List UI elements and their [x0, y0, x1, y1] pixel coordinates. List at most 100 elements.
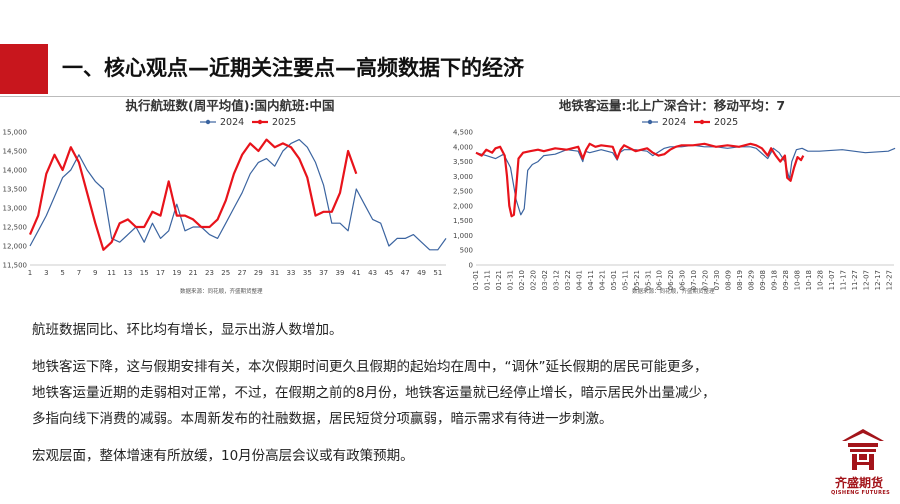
- legend-label-2025: 2025: [714, 117, 738, 128]
- x-tick-label: 31: [270, 269, 279, 277]
- series-line-2025: [475, 142, 805, 218]
- y-tick-label: 3,000: [453, 173, 473, 181]
- x-tick-label: 08-29: [748, 270, 756, 290]
- x-tick-label: 12-27: [885, 270, 893, 290]
- x-tick-label: 45: [384, 269, 393, 277]
- x-tick-label: 08-09: [725, 270, 733, 290]
- series-line-2024: [475, 144, 896, 216]
- x-tick-label: 07-30: [713, 270, 721, 290]
- x-tick-label: 03-22: [564, 270, 572, 290]
- x-tick-label: 05-01: [610, 270, 618, 290]
- x-tick-label: 07-20: [702, 270, 710, 290]
- x-tick-label: 11-17: [839, 270, 847, 290]
- x-tick-label: 29: [254, 269, 263, 277]
- x-tick-label: 09-08: [759, 270, 767, 290]
- y-tick-label: 13,000: [3, 205, 28, 213]
- x-tick-label: 7: [77, 269, 81, 277]
- legend-marker-2024: [205, 119, 211, 125]
- x-tick-label: 04-21: [598, 270, 606, 290]
- x-tick-label: 08-19: [736, 270, 744, 290]
- x-tick-label: 9: [93, 269, 97, 277]
- x-tick-label: 09-18: [771, 270, 779, 290]
- x-tick-label: 13: [123, 269, 132, 277]
- y-tick-label: 1,500: [453, 217, 473, 225]
- x-tick-label: 47: [401, 269, 410, 277]
- series-line-2025: [28, 138, 358, 251]
- x-tick-label: 35: [303, 269, 312, 277]
- x-tick-label: 25: [221, 269, 230, 277]
- x-tick-label: 11-07: [828, 270, 836, 290]
- y-tick-label: 15,000: [3, 129, 28, 137]
- legend-marker-2025: [257, 119, 263, 125]
- x-tick-label: 11: [107, 269, 116, 277]
- x-tick-label: 06-20: [667, 270, 675, 290]
- x-tick-label: 33: [287, 269, 296, 277]
- x-tick-label: 02-10: [518, 270, 526, 290]
- x-tick-label: 12-07: [862, 270, 870, 290]
- x-tick-label: 02-20: [529, 270, 537, 290]
- x-tick-label: 3: [44, 269, 48, 277]
- y-tick-label: 500: [460, 247, 473, 255]
- x-tick-label: 39: [335, 269, 344, 277]
- title-accent-bar: [0, 44, 48, 94]
- x-tick-label: 19: [172, 269, 181, 277]
- x-tick-label: 23: [205, 269, 214, 277]
- company-logo-icon: [842, 429, 884, 470]
- slide-title: 一、核心观点—近期关注要点—高频数据下的经济: [62, 56, 524, 80]
- x-tick-label: 43: [368, 269, 377, 277]
- x-tick-label: 37: [319, 269, 328, 277]
- x-tick-label: 01-31: [506, 270, 514, 290]
- x-tick-label: 12-17: [874, 270, 882, 290]
- x-tick-label: 09-28: [782, 270, 790, 290]
- y-tick-label: 0: [469, 262, 473, 270]
- x-tick-label: 41: [352, 269, 361, 277]
- company-logo-subtitle: QISHENG FUTURES: [831, 490, 891, 496]
- legend-label-2024: 2024: [220, 117, 244, 128]
- paragraph-metro-2: 地铁客运量近期的走弱相对正常，不过，在假期之前的8月份，地铁客运量就已经停止增长…: [32, 385, 716, 401]
- legend-marker-2024: [647, 119, 653, 125]
- x-tick-label: 27: [238, 269, 247, 277]
- flights-chart: 执行航班数(周平均值):国内航班:中国 2024 2025 11,500 12,000 1…: [3, 98, 447, 295]
- x-tick-label: 17: [156, 269, 165, 277]
- y-tick-label: 14,500: [3, 148, 28, 156]
- y-tick-label: 4,500: [453, 129, 473, 137]
- x-tick-label: 06-10: [656, 270, 664, 290]
- x-tick-label: 5: [60, 269, 64, 277]
- y-tick-label: 4,000: [453, 143, 473, 151]
- chart-title: 执行航班数(周平均值):国内航班:中国: [126, 98, 335, 113]
- paragraph-metro-1: 地铁客运下降，这与假期安排有关，本次假期时间更久且假期的起始均在周中，“调休”延…: [32, 359, 708, 375]
- paragraph-flights: 航班数据同比、环比均有增长，显示出游人数增加。: [32, 322, 343, 338]
- x-tick-label: 05-21: [633, 270, 641, 290]
- x-tick-label: 05-31: [644, 270, 652, 290]
- y-tick-label: 12,500: [3, 224, 28, 232]
- x-tick-label: 11-27: [851, 270, 859, 290]
- x-tick-label: 49: [417, 269, 426, 277]
- x-tick-label: 03-12: [552, 270, 560, 290]
- x-tick-label: 07-10: [690, 270, 698, 290]
- x-tick-label: 05-11: [621, 270, 629, 290]
- x-tick-label: 04-11: [587, 270, 595, 290]
- x-tick-label: 03-02: [541, 270, 549, 290]
- metro-chart: 地铁客运量:北上广深合计：移动平均：7 2024 2025 0 500 1,000 1,50…: [453, 98, 896, 295]
- chart-title: 地铁客运量:北上广深合计：移动平均：7: [559, 98, 785, 113]
- y-tick-label: 1,000: [453, 232, 473, 240]
- x-tick-label: 10-08: [794, 270, 802, 290]
- y-tick-label: 11,500: [3, 262, 28, 270]
- y-tick-label: 12,000: [3, 243, 28, 251]
- x-tick-label: 21: [189, 269, 198, 277]
- legend-label-2024: 2024: [662, 117, 686, 128]
- y-tick-label: 2,000: [453, 202, 473, 210]
- x-tick-label: 04-01: [575, 270, 583, 290]
- legend-label-2025: 2025: [272, 117, 296, 128]
- paragraph-macro: 宏观层面，整体增速有所放缓，10月份高层会议或有政策预期。: [32, 448, 414, 464]
- x-tick-label: 01-21: [495, 270, 503, 290]
- title-divider: [0, 96, 900, 97]
- x-tick-label: 15: [140, 269, 149, 277]
- y-tick-label: 2,500: [453, 188, 473, 196]
- company-logo-name: 齐盛期货: [835, 476, 884, 490]
- y-tick-label: 14,000: [3, 167, 28, 175]
- x-tick-label: 51: [433, 269, 442, 277]
- x-tick-label: 10-18: [805, 270, 813, 290]
- paragraph-metro-3: 多指向线下消费的减弱。本周新发布的社融数据，居民短贷分项赢弱，暗示需求有待进一步…: [32, 411, 613, 427]
- legend-marker-2025: [699, 119, 705, 125]
